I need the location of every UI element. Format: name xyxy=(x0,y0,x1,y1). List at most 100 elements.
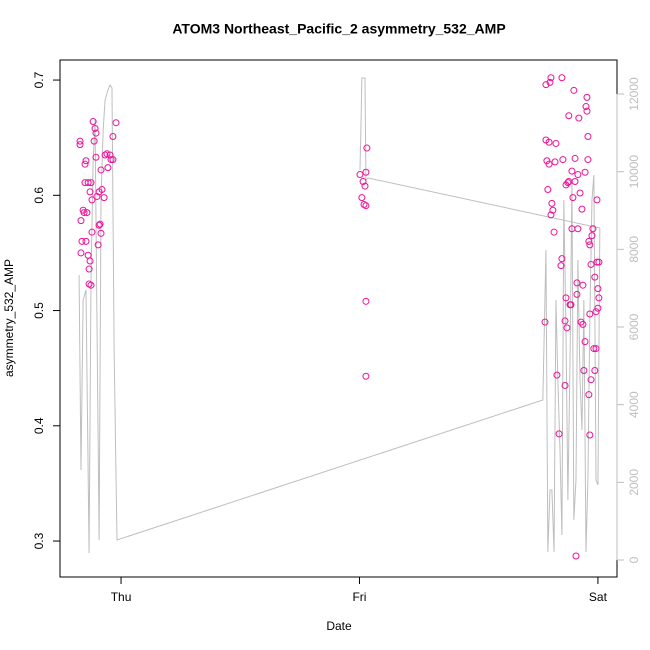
y-tick-label: 0.5 xyxy=(32,302,46,319)
data-point xyxy=(363,144,371,152)
data-point xyxy=(95,221,103,229)
data-point xyxy=(577,318,585,326)
data-point xyxy=(585,391,593,399)
data-point xyxy=(543,157,551,165)
data-point xyxy=(548,199,556,207)
data-point xyxy=(573,290,581,298)
data-point xyxy=(573,279,581,287)
data-point xyxy=(562,294,570,302)
data-point xyxy=(595,294,603,302)
y-tick-label: 0.7 xyxy=(32,71,46,88)
data-point xyxy=(547,211,555,219)
data-point xyxy=(583,107,591,115)
data-point xyxy=(583,93,591,101)
data-point xyxy=(570,86,578,94)
data-point xyxy=(569,194,577,202)
data-point xyxy=(588,232,596,240)
data-point xyxy=(361,182,369,190)
data-point xyxy=(585,237,593,245)
data-point xyxy=(362,168,370,176)
data-point xyxy=(592,345,600,353)
data-point xyxy=(574,225,582,233)
y2-tick-label: 2000 xyxy=(627,469,641,496)
data-point xyxy=(100,194,108,202)
data-point xyxy=(91,124,99,132)
y-axis-label: asymmetry_532_AMP xyxy=(2,259,16,377)
data-point xyxy=(571,154,579,162)
data-point xyxy=(582,103,590,111)
data-point xyxy=(104,164,112,172)
data-point xyxy=(575,114,583,122)
data-point xyxy=(591,273,599,281)
data-point xyxy=(107,156,115,164)
data-point xyxy=(561,381,569,389)
data-point xyxy=(567,301,575,309)
data-point xyxy=(94,241,102,249)
x-tick-label: Thu xyxy=(111,590,132,604)
data-point xyxy=(362,372,370,380)
data-point xyxy=(547,74,555,82)
data-point xyxy=(356,171,364,179)
data-point xyxy=(96,220,104,228)
data-point xyxy=(594,304,602,312)
x-tick-label: Fri xyxy=(352,590,366,604)
data-point xyxy=(572,552,580,560)
data-point xyxy=(97,166,105,174)
data-point xyxy=(551,158,559,166)
data-point xyxy=(541,318,549,326)
data-point xyxy=(92,153,100,161)
data-point xyxy=(552,139,560,147)
data-point xyxy=(550,228,558,236)
data-point xyxy=(358,194,366,202)
data-point xyxy=(109,133,117,141)
data-point xyxy=(103,150,111,158)
chart-title: ATOM3 Northeast_Pacific_2 asymmetry_532_… xyxy=(172,21,505,37)
data-point xyxy=(549,206,557,214)
data-point xyxy=(565,112,573,120)
data-point xyxy=(576,189,584,197)
data-point xyxy=(553,371,561,379)
data-point xyxy=(589,225,597,233)
data-point xyxy=(92,129,100,137)
data-point xyxy=(568,167,576,175)
data-point xyxy=(590,345,598,353)
data-point xyxy=(90,137,98,145)
data-point xyxy=(83,209,91,217)
data-point xyxy=(89,118,97,126)
data-point xyxy=(557,262,565,270)
data-point xyxy=(586,431,594,439)
data-point xyxy=(564,179,572,187)
data-point xyxy=(563,324,571,332)
data-point xyxy=(579,281,587,289)
y2-tick-label: 4000 xyxy=(627,391,641,418)
data-point xyxy=(76,141,84,149)
data-point xyxy=(592,308,600,316)
data-point xyxy=(591,366,599,374)
y-tick-label: 0.3 xyxy=(32,532,46,549)
data-point xyxy=(559,156,567,164)
data-point xyxy=(558,74,566,82)
data-point xyxy=(87,281,95,289)
data-point xyxy=(81,160,89,168)
y2-tick-label: 8000 xyxy=(627,236,641,263)
data-point xyxy=(78,237,86,245)
data-point xyxy=(84,251,92,259)
data-point xyxy=(362,202,370,210)
data-point xyxy=(546,78,554,86)
data-point xyxy=(593,258,601,266)
y2-tick-label: 12000 xyxy=(627,77,641,111)
data-line xyxy=(78,77,601,554)
data-point xyxy=(77,249,85,257)
data-point xyxy=(545,160,553,168)
data-point xyxy=(594,285,602,293)
data-point xyxy=(587,376,595,384)
data-point xyxy=(584,156,592,164)
y2-tick-label: 6000 xyxy=(627,313,641,340)
data-point xyxy=(545,138,553,146)
data-point xyxy=(86,257,94,265)
data-point xyxy=(76,137,84,145)
data-point xyxy=(359,177,367,185)
data-point xyxy=(544,186,552,194)
data-point xyxy=(82,157,90,165)
